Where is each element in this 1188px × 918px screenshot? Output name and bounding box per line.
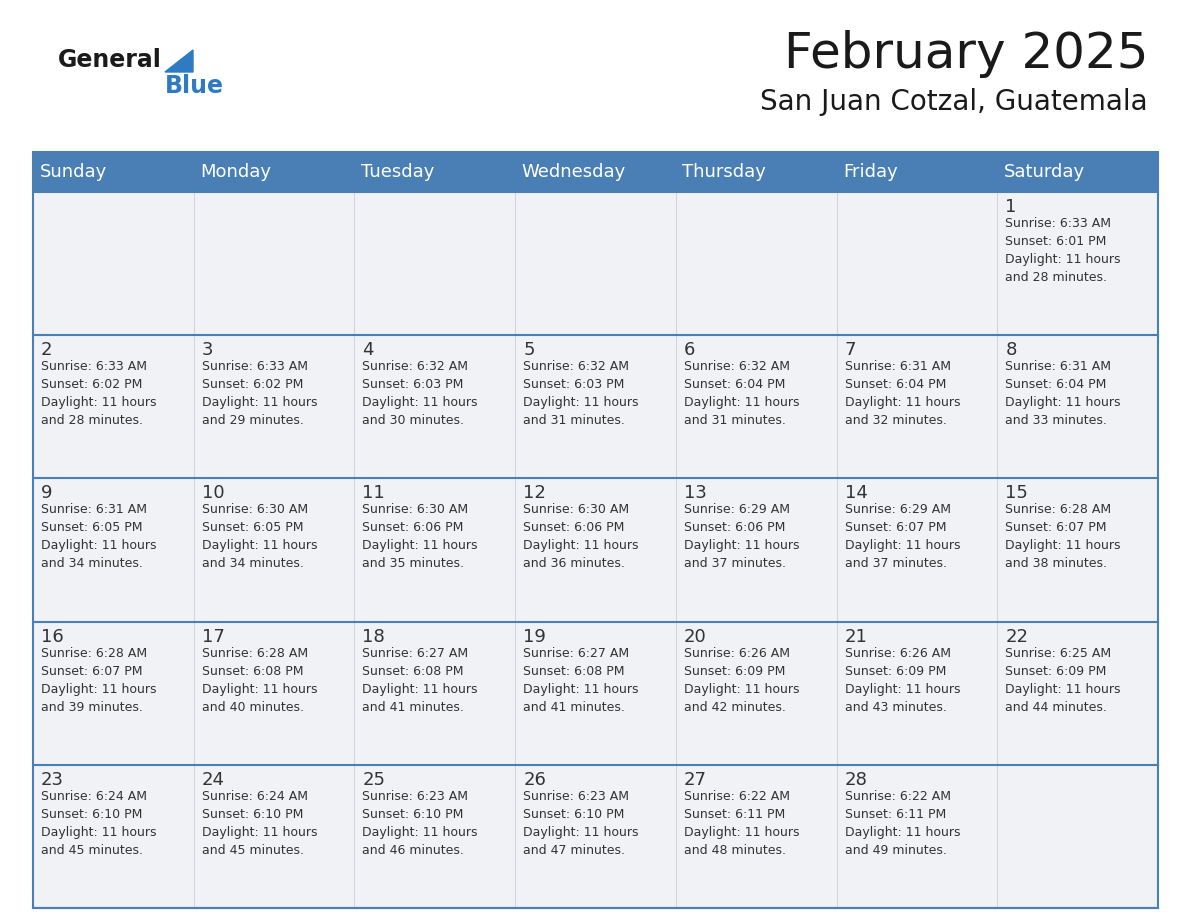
Text: 1: 1 xyxy=(1005,198,1017,216)
Text: 6: 6 xyxy=(684,341,695,359)
Text: Sunrise: 6:28 AM
Sunset: 6:07 PM
Daylight: 11 hours
and 39 minutes.: Sunrise: 6:28 AM Sunset: 6:07 PM Dayligh… xyxy=(42,646,157,713)
Text: 7: 7 xyxy=(845,341,857,359)
Text: Sunrise: 6:22 AM
Sunset: 6:11 PM
Daylight: 11 hours
and 48 minutes.: Sunrise: 6:22 AM Sunset: 6:11 PM Dayligh… xyxy=(684,789,800,856)
Text: 16: 16 xyxy=(42,628,64,645)
Text: 13: 13 xyxy=(684,485,707,502)
Text: Sunrise: 6:31 AM
Sunset: 6:04 PM
Daylight: 11 hours
and 32 minutes.: Sunrise: 6:31 AM Sunset: 6:04 PM Dayligh… xyxy=(845,360,960,427)
Text: 23: 23 xyxy=(42,771,64,789)
Polygon shape xyxy=(165,50,192,72)
Text: Sunrise: 6:26 AM
Sunset: 6:09 PM
Daylight: 11 hours
and 42 minutes.: Sunrise: 6:26 AM Sunset: 6:09 PM Dayligh… xyxy=(684,646,800,713)
Text: Sunrise: 6:30 AM
Sunset: 6:05 PM
Daylight: 11 hours
and 34 minutes.: Sunrise: 6:30 AM Sunset: 6:05 PM Dayligh… xyxy=(202,503,317,570)
Text: February 2025: February 2025 xyxy=(784,30,1148,78)
Text: Wednesday: Wednesday xyxy=(522,163,626,181)
Text: Sunrise: 6:33 AM
Sunset: 6:01 PM
Daylight: 11 hours
and 28 minutes.: Sunrise: 6:33 AM Sunset: 6:01 PM Dayligh… xyxy=(1005,217,1120,284)
Text: 26: 26 xyxy=(523,771,546,789)
Text: Sunrise: 6:29 AM
Sunset: 6:07 PM
Daylight: 11 hours
and 37 minutes.: Sunrise: 6:29 AM Sunset: 6:07 PM Dayligh… xyxy=(845,503,960,570)
Text: 11: 11 xyxy=(362,485,385,502)
Text: 10: 10 xyxy=(202,485,225,502)
FancyBboxPatch shape xyxy=(194,152,354,192)
Text: 18: 18 xyxy=(362,628,385,645)
Text: Sunrise: 6:30 AM
Sunset: 6:06 PM
Daylight: 11 hours
and 35 minutes.: Sunrise: 6:30 AM Sunset: 6:06 PM Dayligh… xyxy=(362,503,478,570)
Text: Friday: Friday xyxy=(843,163,898,181)
Text: 12: 12 xyxy=(523,485,546,502)
FancyBboxPatch shape xyxy=(33,152,1158,908)
Text: Sunday: Sunday xyxy=(39,163,107,181)
Text: Sunrise: 6:28 AM
Sunset: 6:07 PM
Daylight: 11 hours
and 38 minutes.: Sunrise: 6:28 AM Sunset: 6:07 PM Dayligh… xyxy=(1005,503,1120,570)
Text: 24: 24 xyxy=(202,771,225,789)
Text: 2: 2 xyxy=(42,341,52,359)
Text: Sunrise: 6:31 AM
Sunset: 6:04 PM
Daylight: 11 hours
and 33 minutes.: Sunrise: 6:31 AM Sunset: 6:04 PM Dayligh… xyxy=(1005,360,1120,427)
Text: Tuesday: Tuesday xyxy=(361,163,435,181)
Text: Sunrise: 6:24 AM
Sunset: 6:10 PM
Daylight: 11 hours
and 45 minutes.: Sunrise: 6:24 AM Sunset: 6:10 PM Dayligh… xyxy=(202,789,317,856)
Text: 20: 20 xyxy=(684,628,707,645)
Text: General: General xyxy=(58,48,162,72)
Text: 21: 21 xyxy=(845,628,867,645)
Text: 14: 14 xyxy=(845,485,867,502)
Text: Sunrise: 6:26 AM
Sunset: 6:09 PM
Daylight: 11 hours
and 43 minutes.: Sunrise: 6:26 AM Sunset: 6:09 PM Dayligh… xyxy=(845,646,960,713)
Text: 17: 17 xyxy=(202,628,225,645)
Text: 9: 9 xyxy=(42,485,52,502)
FancyBboxPatch shape xyxy=(354,152,516,192)
Text: San Juan Cotzal, Guatemala: San Juan Cotzal, Guatemala xyxy=(760,88,1148,116)
Text: 27: 27 xyxy=(684,771,707,789)
Text: Saturday: Saturday xyxy=(1004,163,1085,181)
Text: 8: 8 xyxy=(1005,341,1017,359)
Text: Sunrise: 6:32 AM
Sunset: 6:04 PM
Daylight: 11 hours
and 31 minutes.: Sunrise: 6:32 AM Sunset: 6:04 PM Dayligh… xyxy=(684,360,800,427)
Text: Sunrise: 6:33 AM
Sunset: 6:02 PM
Daylight: 11 hours
and 29 minutes.: Sunrise: 6:33 AM Sunset: 6:02 PM Dayligh… xyxy=(202,360,317,427)
Text: Sunrise: 6:23 AM
Sunset: 6:10 PM
Daylight: 11 hours
and 46 minutes.: Sunrise: 6:23 AM Sunset: 6:10 PM Dayligh… xyxy=(362,789,478,856)
FancyBboxPatch shape xyxy=(997,152,1158,192)
FancyBboxPatch shape xyxy=(516,152,676,192)
Text: Sunrise: 6:29 AM
Sunset: 6:06 PM
Daylight: 11 hours
and 37 minutes.: Sunrise: 6:29 AM Sunset: 6:06 PM Dayligh… xyxy=(684,503,800,570)
Text: 5: 5 xyxy=(523,341,535,359)
Text: Sunrise: 6:31 AM
Sunset: 6:05 PM
Daylight: 11 hours
and 34 minutes.: Sunrise: 6:31 AM Sunset: 6:05 PM Dayligh… xyxy=(42,503,157,570)
Text: Sunrise: 6:22 AM
Sunset: 6:11 PM
Daylight: 11 hours
and 49 minutes.: Sunrise: 6:22 AM Sunset: 6:11 PM Dayligh… xyxy=(845,789,960,856)
Text: Sunrise: 6:27 AM
Sunset: 6:08 PM
Daylight: 11 hours
and 41 minutes.: Sunrise: 6:27 AM Sunset: 6:08 PM Dayligh… xyxy=(362,646,478,713)
Text: 25: 25 xyxy=(362,771,385,789)
Text: Monday: Monday xyxy=(200,163,271,181)
Text: Sunrise: 6:30 AM
Sunset: 6:06 PM
Daylight: 11 hours
and 36 minutes.: Sunrise: 6:30 AM Sunset: 6:06 PM Dayligh… xyxy=(523,503,639,570)
Text: Sunrise: 6:28 AM
Sunset: 6:08 PM
Daylight: 11 hours
and 40 minutes.: Sunrise: 6:28 AM Sunset: 6:08 PM Dayligh… xyxy=(202,646,317,713)
Text: Sunrise: 6:25 AM
Sunset: 6:09 PM
Daylight: 11 hours
and 44 minutes.: Sunrise: 6:25 AM Sunset: 6:09 PM Dayligh… xyxy=(1005,646,1120,713)
Text: Sunrise: 6:27 AM
Sunset: 6:08 PM
Daylight: 11 hours
and 41 minutes.: Sunrise: 6:27 AM Sunset: 6:08 PM Dayligh… xyxy=(523,646,639,713)
Text: Sunrise: 6:24 AM
Sunset: 6:10 PM
Daylight: 11 hours
and 45 minutes.: Sunrise: 6:24 AM Sunset: 6:10 PM Dayligh… xyxy=(42,789,157,856)
Text: Blue: Blue xyxy=(165,74,225,98)
Text: 28: 28 xyxy=(845,771,867,789)
Text: Sunrise: 6:32 AM
Sunset: 6:03 PM
Daylight: 11 hours
and 30 minutes.: Sunrise: 6:32 AM Sunset: 6:03 PM Dayligh… xyxy=(362,360,478,427)
Text: Sunrise: 6:23 AM
Sunset: 6:10 PM
Daylight: 11 hours
and 47 minutes.: Sunrise: 6:23 AM Sunset: 6:10 PM Dayligh… xyxy=(523,789,639,856)
Text: Sunrise: 6:32 AM
Sunset: 6:03 PM
Daylight: 11 hours
and 31 minutes.: Sunrise: 6:32 AM Sunset: 6:03 PM Dayligh… xyxy=(523,360,639,427)
Text: Sunrise: 6:33 AM
Sunset: 6:02 PM
Daylight: 11 hours
and 28 minutes.: Sunrise: 6:33 AM Sunset: 6:02 PM Dayligh… xyxy=(42,360,157,427)
FancyBboxPatch shape xyxy=(676,152,836,192)
FancyBboxPatch shape xyxy=(836,152,997,192)
Text: 15: 15 xyxy=(1005,485,1028,502)
Text: Thursday: Thursday xyxy=(682,163,766,181)
Text: 22: 22 xyxy=(1005,628,1029,645)
Text: 19: 19 xyxy=(523,628,546,645)
FancyBboxPatch shape xyxy=(33,152,194,192)
Text: 4: 4 xyxy=(362,341,374,359)
Text: 3: 3 xyxy=(202,341,213,359)
